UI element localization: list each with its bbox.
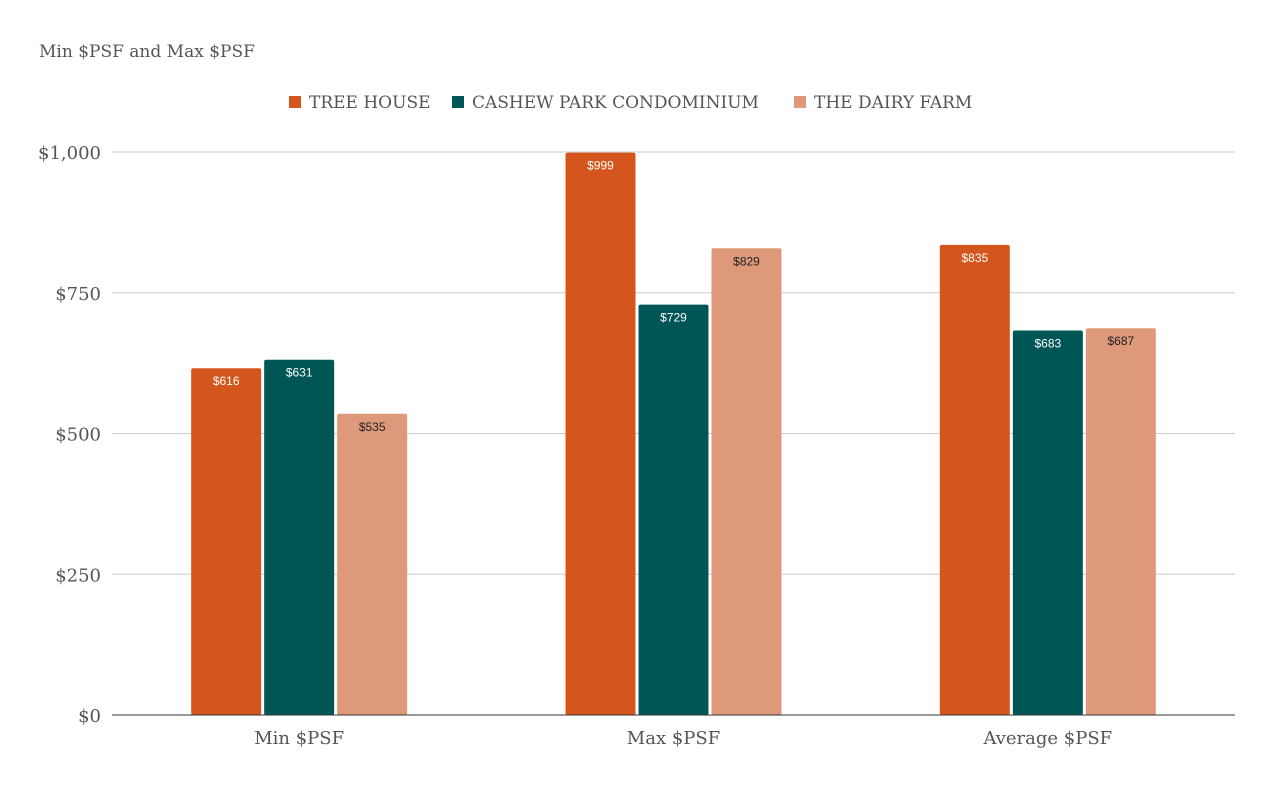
legend: TREE HOUSE CASHEW PARK CONDOMINIUM THE D… bbox=[289, 93, 972, 113]
y-tick-label: $750 bbox=[55, 284, 101, 305]
bar-value-label: $631 bbox=[286, 366, 313, 380]
legend-swatch-tree-house bbox=[289, 96, 301, 108]
bar-cashew-park-condominium bbox=[264, 359, 335, 715]
legend-item-dairy-farm: THE DAIRY FARM bbox=[794, 93, 972, 113]
y-tick-label: $500 bbox=[55, 425, 101, 446]
x-category-label: Average $PSF bbox=[982, 728, 1112, 749]
bar-value-label: $687 bbox=[1107, 334, 1134, 348]
bar-the-dairy-farm bbox=[711, 248, 782, 715]
legend-item-tree-house: TREE HOUSE bbox=[289, 93, 431, 113]
bar-value-label: $616 bbox=[213, 374, 240, 388]
x-category-label: Min $PSF bbox=[254, 728, 344, 749]
bar-tree-house bbox=[939, 244, 1010, 715]
y-axis-tick-labels: $0 $250 $500 $750 $1,000 bbox=[38, 143, 101, 727]
bars bbox=[191, 152, 1156, 716]
bar-value-label: $829 bbox=[733, 254, 760, 268]
bar-value-label: $729 bbox=[660, 311, 687, 325]
legend-swatch-cashew-park bbox=[452, 96, 464, 108]
legend-swatch-dairy-farm bbox=[794, 96, 806, 108]
legend-item-cashew-park: CASHEW PARK CONDOMINIUM bbox=[452, 93, 759, 113]
legend-label-dairy-farm: THE DAIRY FARM bbox=[814, 93, 972, 113]
bar-value-label: $535 bbox=[359, 420, 386, 434]
bar-the-dairy-farm bbox=[337, 413, 408, 715]
bar-tree-house bbox=[565, 152, 636, 716]
y-tick-label: $250 bbox=[55, 565, 101, 586]
x-category-label: Max $PSF bbox=[627, 728, 720, 749]
y-tick-label: $0 bbox=[78, 706, 101, 727]
bar-tree-house bbox=[191, 368, 262, 715]
bar-cashew-park-condominium bbox=[1012, 330, 1083, 715]
bar-value-label: $683 bbox=[1034, 336, 1061, 350]
bar-value-label: $835 bbox=[961, 251, 988, 265]
bar-data-labels: $616 $631 $535 $999 $729 $829 $835 $683 $687 bbox=[213, 159, 1135, 434]
legend-label-tree-house: TREE HOUSE bbox=[309, 93, 431, 113]
x-axis-category-labels: Min $PSF Max $PSF Average $PSF bbox=[254, 728, 1112, 749]
chart-title: Min $PSF and Max $PSF bbox=[39, 42, 255, 62]
bar-cashew-park-condominium bbox=[638, 304, 709, 715]
legend-label-cashew-park: CASHEW PARK CONDOMINIUM bbox=[472, 93, 759, 113]
bar-the-dairy-farm bbox=[1085, 328, 1156, 715]
y-tick-label: $1,000 bbox=[38, 143, 101, 164]
bar-value-label: $999 bbox=[587, 159, 614, 173]
